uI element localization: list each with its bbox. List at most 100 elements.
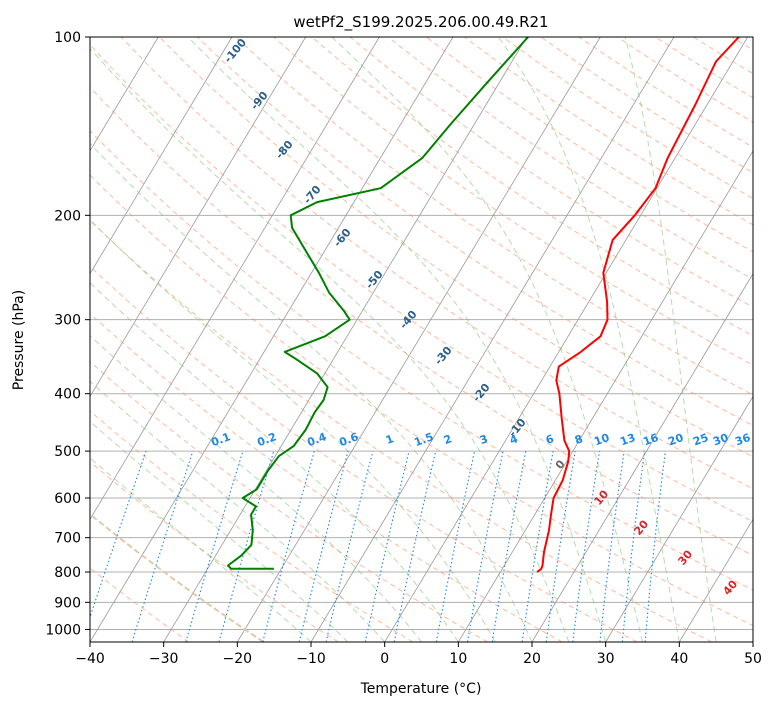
plot-frame [89, 36, 754, 643]
plot-background [90, 37, 775, 642]
moist-adiabat-label: -20 [470, 381, 493, 405]
isotherm-line [752, 641, 753, 642]
y-tick-label: 800 [54, 565, 81, 581]
x-tick-label: 50 [744, 651, 762, 667]
x-tick-label: −20 [223, 651, 253, 667]
mixing-ratio-line [298, 450, 349, 642]
dry-adiabat-line [158, 37, 753, 458]
temperature-profile-line [536, 37, 740, 573]
isotherm-line [163, 37, 528, 642]
mixing-ratio-line [218, 450, 275, 642]
dry-adiabat-label: 30 [675, 547, 695, 567]
y-tick-label: 900 [54, 595, 81, 611]
x-tick-label: 0 [380, 651, 389, 667]
axis-layer: −40 −30 −20 −10 0 10 20 30 40 50 100 200 300 400 500 60… [45, 30, 762, 667]
mixing-ratio-line [599, 451, 625, 642]
x-axis-label: Temperature (°C) [360, 681, 482, 697]
moist-adiabat-line [90, 335, 422, 642]
dry-adiabat-line [90, 43, 753, 523]
isotherm-line [605, 395, 753, 642]
dry-adiabat-line [90, 312, 563, 642]
dry-adiabat-line [655, 37, 753, 99]
moist-adiabat-line [497, 37, 680, 642]
mixing-ratio-label: 36 [733, 431, 752, 449]
moist-adiabat-label: -50 [363, 268, 386, 292]
moist-adiabat-line [90, 219, 496, 642]
dewpoint-profile-line [227, 37, 529, 570]
y-tick-label: 400 [54, 387, 81, 403]
y-axis-label: Pressure (hPa) [11, 290, 27, 390]
line-label-layer: 010203040-100-90-80-70-60-50-40-30-20-10… [209, 36, 752, 598]
mixing-ratio-line [521, 451, 554, 642]
moist-adiabat-line [90, 380, 386, 642]
dry-adiabat-line [120, 37, 753, 490]
x-tick-label: −40 [75, 651, 105, 667]
y-tick-label: 200 [54, 208, 81, 224]
y-tick-label: 500 [54, 444, 81, 460]
dry-adiabat-line [693, 37, 753, 75]
y-tick-label: 100 [54, 30, 81, 46]
dry-adiabat-line [90, 567, 190, 642]
mixing-ratio-label: 1 [384, 432, 396, 447]
dry-adiabat-line [770, 37, 775, 642]
isotherm-line [457, 150, 753, 642]
isotherm-line [90, 37, 454, 642]
moist-adiabat-line [90, 142, 533, 642]
dry-adiabat-line [349, 37, 753, 308]
mixing-ratio-label: 8 [573, 432, 585, 447]
mixing-ratio-line [364, 450, 410, 642]
mixing-ratio-label: 30 [711, 431, 730, 449]
dry-adiabat-line [540, 37, 753, 174]
mixing-ratio-label: 0.4 [305, 430, 328, 449]
isotherm-line [90, 37, 307, 398]
x-tick-label: −30 [149, 651, 179, 667]
mixing-ratio-line [393, 450, 437, 642]
mixing-ratio-line [325, 450, 374, 642]
moist-adiabat-line [331, 37, 643, 642]
moist-adiabat-line [90, 420, 349, 642]
mixing-ratio-label: 16 [641, 431, 660, 449]
mixing-ratio-line [185, 450, 244, 642]
mixing-ratio-label: 20 [666, 431, 685, 449]
series-layer [227, 37, 740, 573]
mixing-ratio-line [262, 450, 315, 642]
isotherm-line [384, 37, 749, 642]
moist-adiabat-line [90, 457, 312, 642]
isotherm-line [90, 37, 380, 520]
moist-adiabat-label: -100 [221, 36, 249, 66]
dry-adiabat-line [616, 37, 753, 123]
dry-adiabat-line [90, 219, 712, 642]
mixing-ratio-label: 0.2 [255, 430, 278, 449]
x-tick-label: 10 [449, 651, 467, 667]
dry-adiabat-line [90, 86, 753, 557]
y-tick-label: 600 [54, 491, 81, 507]
x-tick-label: −10 [296, 651, 326, 667]
x-tick-label: 20 [523, 651, 541, 667]
moist-adiabat-label: -80 [273, 138, 296, 162]
mixing-ratio-line [572, 451, 601, 642]
moist-adiabat-label: -70 [301, 183, 324, 207]
moist-adiabat-line [90, 47, 570, 642]
mixing-ratio-label: 2 [442, 432, 454, 447]
mixing-ratio-label: 25 [691, 431, 710, 448]
mixing-ratio-label: 0.1 [209, 430, 232, 449]
isotherm-line [90, 37, 159, 152]
mixing-ratio-label: 3 [478, 432, 490, 447]
y-tick-label: 700 [54, 531, 81, 547]
isotherm-line [678, 518, 753, 642]
y-tick-label: 300 [54, 313, 81, 329]
dry-adiabat-label: 40 [720, 577, 740, 597]
moist-adiabat-label: -60 [331, 226, 354, 250]
isotherm-line [236, 37, 601, 642]
moist-adiabat-label: -90 [248, 89, 271, 113]
moist-adiabat-line [187, 37, 607, 642]
dry-adiabat-line [387, 37, 753, 280]
dry-adiabat-line [90, 360, 488, 642]
dry-adiabat-line [426, 37, 753, 253]
mixing-ratio-label: 13 [618, 431, 637, 448]
moist-adiabat-label: -40 [397, 308, 420, 332]
y-tick-label: 1000 [45, 622, 81, 638]
dry-adiabat-line [90, 461, 339, 642]
mixing-ratio-label: 1.5 [412, 430, 435, 449]
